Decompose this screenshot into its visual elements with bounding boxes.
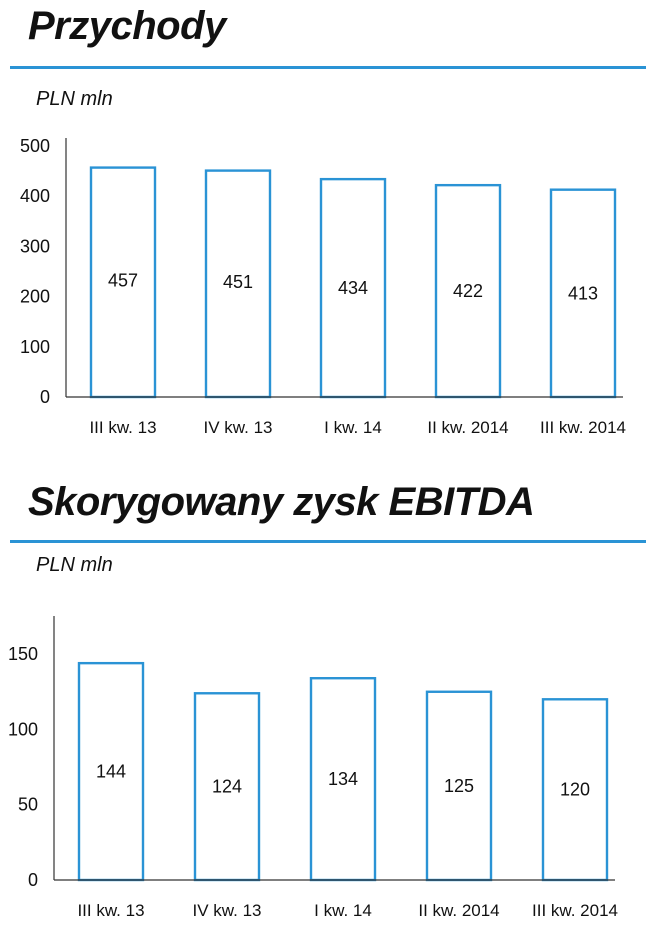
x-category-label: I kw. 14 bbox=[324, 418, 382, 437]
y-tick-label: 300 bbox=[20, 236, 50, 256]
bar bbox=[425, 690, 493, 882]
x-category-label: I kw. 14 bbox=[314, 901, 372, 920]
ebitda-chart-section: Skorygowany zysk EBITDA PLN mln 0 50 100 15… bbox=[0, 468, 655, 929]
bar-value-label: 144 bbox=[96, 762, 126, 782]
bar bbox=[204, 169, 272, 399]
chart-title: Przychody bbox=[28, 4, 226, 48]
x-category-label: IV kw. 13 bbox=[193, 901, 262, 920]
y-tick-label: 0 bbox=[28, 870, 38, 890]
ebitda-bar-chart: 0 50 100 150 144 III kw. 13 124 IV kw. 13 134 I k… bbox=[8, 616, 618, 920]
unit-label: PLN mln bbox=[36, 88, 113, 110]
x-category-label: II kw. 2014 bbox=[427, 418, 508, 437]
title-divider bbox=[10, 540, 646, 543]
x-category-label: III kw. 2014 bbox=[532, 901, 618, 920]
y-tick-label: 0 bbox=[40, 387, 50, 407]
y-tick-label: 200 bbox=[20, 287, 50, 307]
bar-value-label: 451 bbox=[223, 272, 253, 292]
revenue-bar-chart: 0 100 200 300 400 500 457 III kw. 13 451 IV kw. 1… bbox=[20, 136, 626, 437]
y-tick-label: 50 bbox=[18, 795, 38, 815]
x-category-label: III kw. 13 bbox=[89, 418, 156, 437]
bar bbox=[541, 698, 609, 882]
unit-label: PLN mln bbox=[36, 554, 113, 576]
y-tick-label: 400 bbox=[20, 186, 50, 206]
bar bbox=[549, 188, 617, 399]
revenue-chart-section: Przychody PLN mln 0 100 200 300 400 500 457 III… bbox=[0, 0, 655, 460]
bar bbox=[193, 692, 261, 882]
x-category-label: II kw. 2014 bbox=[418, 901, 499, 920]
title-divider bbox=[10, 66, 646, 69]
bar-value-label: 434 bbox=[338, 278, 368, 298]
bar bbox=[309, 677, 377, 882]
y-tick-label: 500 bbox=[20, 136, 50, 156]
y-tick-label: 100 bbox=[8, 719, 38, 739]
y-tick-label: 100 bbox=[20, 337, 50, 357]
y-tick-label: 150 bbox=[8, 644, 38, 664]
x-category-label: III kw. 13 bbox=[77, 901, 144, 920]
chart-title: Skorygowany zysk EBITDA bbox=[28, 480, 535, 524]
x-category-label: IV kw. 13 bbox=[204, 418, 273, 437]
bar-value-label: 120 bbox=[560, 780, 590, 800]
bar-value-label: 134 bbox=[328, 769, 358, 789]
bar-value-label: 125 bbox=[444, 776, 474, 796]
bar-value-label: 422 bbox=[453, 281, 483, 301]
x-category-label: III kw. 2014 bbox=[540, 418, 626, 437]
bar-value-label: 413 bbox=[568, 283, 598, 303]
bar-value-label: 124 bbox=[212, 777, 242, 797]
bar-value-label: 457 bbox=[108, 270, 138, 290]
